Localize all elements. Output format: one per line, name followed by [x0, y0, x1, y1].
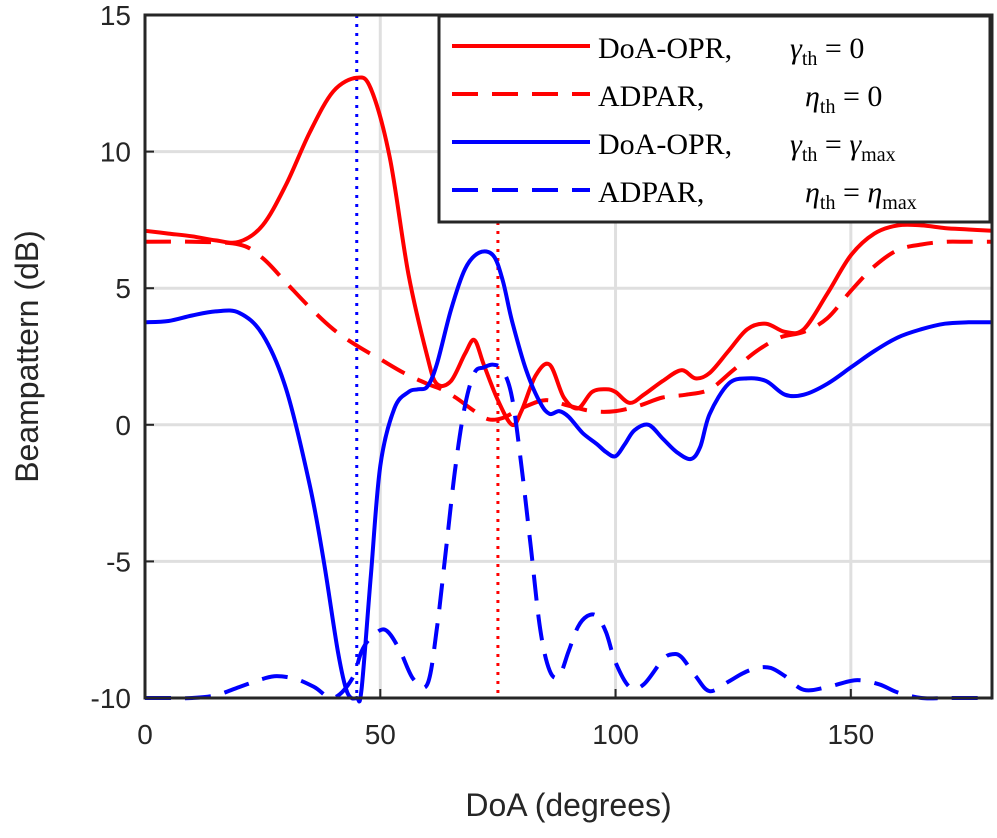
x-axis-ticks: 0 50 100 150 — [137, 689, 874, 750]
series-lines — [144, 75, 993, 704]
y-tick-label: -10 — [91, 683, 131, 714]
legend-condition-2: ηth = 0 — [805, 80, 882, 118]
legend-condition-4: ηth = ηmax — [805, 176, 917, 214]
y-axis-title: Beampattern (dB) — [9, 230, 45, 483]
legend: DoA-OPR, γth = 0 ADPAR, ηth = 0 DoA-OPR, γth … — [437, 14, 992, 224]
x-tick-label: 50 — [365, 719, 396, 750]
x-tick-label: 0 — [137, 719, 153, 750]
series-line-4 — [145, 362, 992, 701]
y-tick-label: 10 — [100, 137, 131, 168]
series-line-3 — [144, 249, 993, 704]
legend-method-2: ADPAR, — [598, 80, 704, 113]
y-tick-label: 5 — [115, 273, 131, 304]
legend-method-1: DoA-OPR, — [598, 32, 732, 65]
y-tick-label: 15 — [100, 0, 131, 31]
legend-method-3: DoA-OPR, — [598, 128, 732, 161]
legend-condition-1: γth = 0 — [790, 32, 864, 70]
y-tick-label: -5 — [106, 546, 131, 577]
reference-lines — [355, 15, 500, 698]
x-axis-title: DoA (degrees) — [465, 787, 671, 823]
legend-box — [437, 14, 992, 224]
y-axis-ticks: 15 10 5 0 -5 -10 — [91, 0, 154, 714]
x-tick-label: 150 — [827, 719, 874, 750]
y-tick-label: 0 — [115, 410, 131, 441]
legend-method-4: ADPAR, — [598, 176, 704, 209]
legend-condition-3: γth = γmax — [790, 128, 896, 166]
x-tick-label: 100 — [592, 719, 639, 750]
series-line-2 — [144, 239, 992, 422]
series-line-1 — [144, 75, 993, 428]
